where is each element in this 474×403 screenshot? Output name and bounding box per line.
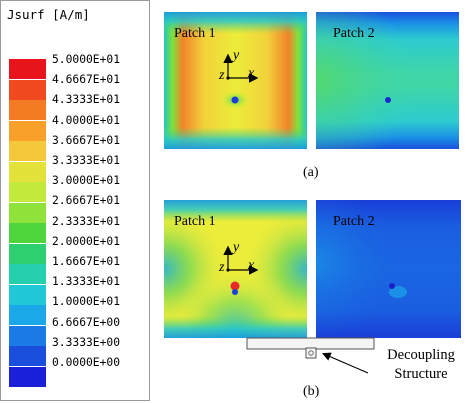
legend-tick-label: 3.6667E+01 [52, 134, 120, 147]
legend-swatch [9, 80, 46, 100]
legend-tick-label: 3.3333E+01 [52, 154, 120, 167]
legend-tick-label: 4.0000E+01 [52, 114, 120, 127]
legend-tick-label: 0.0000E+00 [52, 356, 120, 369]
panel-b-patch2: Patch 2 [316, 200, 461, 343]
coordinate-axes [164, 12, 307, 149]
legend-tick-label: 1.0000E+01 [52, 295, 120, 308]
coordinate-axes-b [164, 200, 307, 338]
panel-b-patch1: Patch 1 y x z [164, 200, 307, 343]
caption-a: (a) [303, 165, 319, 181]
axis-z-label-b: z [219, 260, 224, 276]
legend-tick-label: 5.0000E+01 [52, 53, 120, 66]
axis-y-label: y [233, 48, 239, 64]
legend-swatch [9, 264, 46, 284]
legend-tick-label: 3.0000E+01 [52, 174, 120, 187]
panel-a-patch2: Patch 2 [316, 12, 459, 154]
legend-swatch [9, 305, 46, 325]
caption-b: (b) [303, 384, 319, 400]
legend-swatch [9, 244, 46, 264]
legend-swatch [9, 203, 46, 223]
legend-tick-label: 2.0000E+01 [52, 235, 120, 248]
patch2-label: Patch 2 [333, 26, 375, 42]
legend-swatch [9, 326, 46, 346]
legend-swatch [9, 59, 46, 79]
legend-tick-label: 1.3333E+01 [52, 275, 120, 288]
decoupling-label-line1: Decoupling [368, 346, 474, 365]
legend-swatch [9, 100, 46, 120]
legend-swatch [9, 367, 46, 387]
legend-tick-label: 4.6667E+01 [52, 73, 120, 86]
axis-y-label-b: y [233, 240, 239, 256]
patch2-label-b: Patch 2 [333, 214, 375, 230]
axis-x-label-b: x [248, 258, 254, 274]
legend-swatch [9, 141, 46, 161]
legend-tick-label: 6.6667E+00 [52, 316, 120, 329]
legend-tick-label: 3.3333E+00 [52, 336, 120, 349]
legend-swatch [9, 285, 46, 305]
color-legend: Jsurf [A/m] 5.0000E+01 4.6667E+01 4.3333E+… [0, 0, 150, 401]
axis-z-label: z [219, 68, 224, 84]
legend-swatch [9, 121, 46, 141]
panel-a-patch1: Patch 1 y x z [164, 12, 307, 154]
axis-x-label: x [248, 66, 254, 82]
legend-tick-label: 1.6667E+01 [52, 255, 120, 268]
legend-swatch [9, 346, 46, 366]
legend-swatch [9, 182, 46, 202]
decoupling-label-line2: Structure [368, 365, 474, 384]
legend-tick-label: 4.3333E+01 [52, 93, 120, 106]
legend-tick-label: 2.3333E+01 [52, 215, 120, 228]
legend-title: Jsurf [A/m] [7, 7, 90, 22]
legend-swatch [9, 223, 46, 243]
legend-tick-label: 2.6667E+01 [52, 194, 120, 207]
decoupling-structure-label: Decoupling Structure [368, 346, 474, 384]
legend-swatch [9, 162, 46, 182]
decoupling-structure-diagram [240, 336, 380, 374]
